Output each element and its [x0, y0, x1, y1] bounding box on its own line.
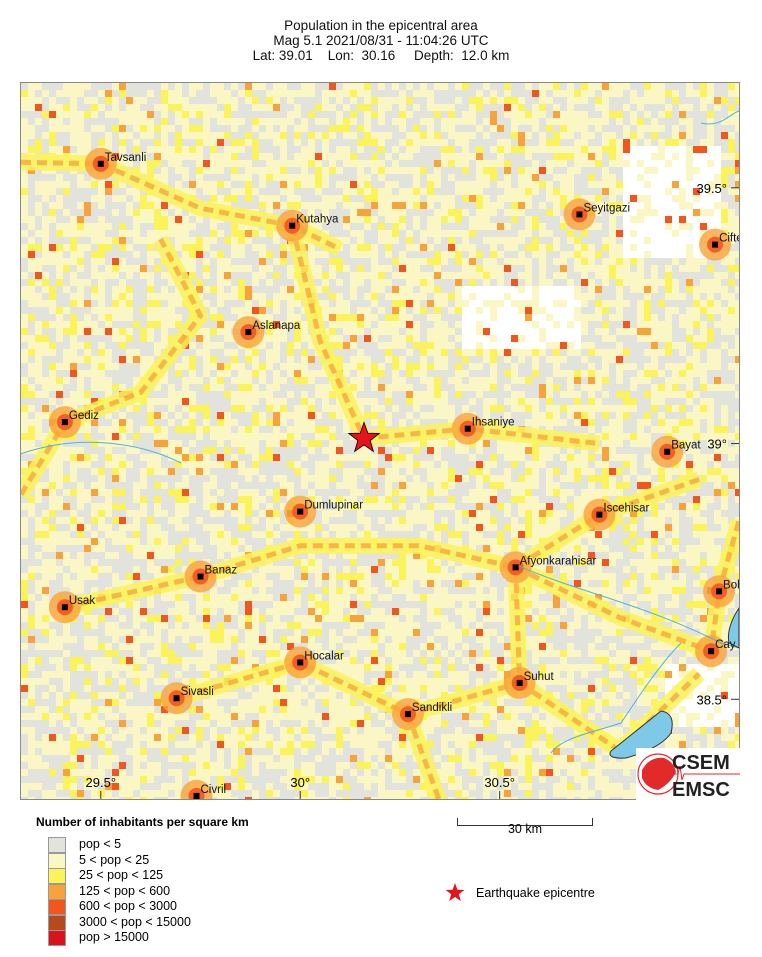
city-label: Sivasli	[181, 686, 214, 698]
city-marker	[289, 222, 296, 229]
city-label: Dumlupinar	[304, 500, 363, 512]
lon-tick-label: 30°	[290, 775, 310, 790]
lon-tick-label: 30.5°	[484, 775, 515, 790]
lake	[728, 607, 739, 649]
city-marker	[712, 241, 719, 248]
csem-emsc-logo: CSEM EMSC	[636, 748, 740, 801]
legend-swatch	[48, 852, 66, 869]
city-label: Gediz	[69, 410, 99, 422]
river	[519, 565, 739, 649]
city-label: Usak	[69, 595, 95, 607]
legend-label: pop < 5	[79, 837, 122, 851]
city-marker	[173, 695, 180, 702]
city-marker	[664, 448, 671, 455]
legend-swatch	[48, 868, 66, 884]
city-marker	[516, 679, 523, 686]
legend-label: 600 < pop < 3000	[79, 899, 178, 913]
legend-title: Number of inhabitants per square km	[36, 815, 249, 829]
event-info: Mag 5.1 2021/08/31 - 11:04:26 UTC	[273, 33, 489, 48]
city-label: Kutahya	[296, 214, 339, 226]
legend-swatch	[48, 914, 66, 931]
city-marker	[97, 160, 104, 167]
legend-swatch	[48, 883, 66, 900]
city-marker	[193, 792, 200, 799]
city-label: Cay	[715, 639, 736, 651]
lon-tick-label: 29.5°	[86, 775, 117, 790]
lat-tick-label: 39.5°	[696, 181, 727, 196]
city-label: Sandikli	[412, 702, 452, 714]
legend-label: 125 < pop < 600	[79, 883, 171, 898]
river	[550, 642, 682, 754]
city-label: Bayat	[671, 440, 701, 452]
city-marker	[576, 211, 583, 218]
city-marker	[708, 648, 715, 655]
city-marker	[197, 573, 204, 580]
city-label: Cifte	[719, 233, 739, 245]
city-label: Bol	[723, 579, 739, 591]
city-marker	[464, 425, 471, 432]
lake	[609, 710, 673, 759]
river	[21, 441, 182, 464]
city-label: Iscehisar	[603, 503, 649, 515]
road-corridor-core	[21, 159, 342, 252]
city-label: Aslanapa	[252, 320, 301, 332]
city-marker	[716, 588, 723, 595]
city-label: Hocalar	[304, 650, 344, 662]
epicentre-legend-icon	[444, 882, 466, 909]
city-marker	[512, 564, 519, 571]
city-marker	[297, 659, 304, 666]
city-marker	[61, 604, 68, 611]
epicentre-legend-label: Earthquake epicentre	[476, 886, 595, 900]
lat-tick-label: 39°	[707, 437, 727, 452]
map-canvas: 29.5° 30° 30.5° 39.5° 39° 38.5° Tavsanli Kutahy…	[21, 83, 739, 799]
legend-swatch	[48, 899, 66, 915]
scale-bar	[457, 818, 593, 826]
city-label: Afyonkarahisar	[520, 555, 597, 567]
city-label: Banaz	[205, 565, 238, 577]
city-label: Ihsaniye	[472, 417, 515, 429]
city-label: Tavsanli	[105, 152, 147, 164]
city-marker	[596, 511, 603, 518]
event-location: Lat: 39.01 Lon: 30.16 Depth: 12.0 km	[252, 48, 510, 63]
city-label: Suhut	[524, 671, 555, 683]
city-marker	[404, 711, 411, 718]
legend-label: pop > 15000	[79, 930, 149, 944]
population-map[interactable]: 29.5° 30° 30.5° 39.5° 39° 38.5° Tavsanli Kutahy…	[20, 82, 740, 800]
river	[700, 110, 739, 125]
city-label: Seyitgazi	[583, 202, 630, 214]
lat-tick-label: 38.5°	[696, 692, 727, 707]
legend-label: 5 < pop < 25	[79, 852, 150, 867]
city-marker	[297, 508, 304, 515]
city-marker	[245, 329, 252, 336]
legend-label: 3000 < pop < 15000	[79, 914, 191, 929]
epicentre-star-icon	[347, 421, 381, 453]
legend-label: 25 < pop < 125	[79, 868, 164, 882]
road-corridor-core	[63, 237, 204, 425]
city-marker	[61, 419, 68, 426]
scale-bar-label: 30 km	[507, 822, 543, 836]
map-title: Population in the epicentral area	[284, 18, 478, 33]
city-label: Civril	[201, 784, 227, 796]
legend-swatch	[48, 837, 66, 853]
legend-swatch	[48, 930, 66, 946]
